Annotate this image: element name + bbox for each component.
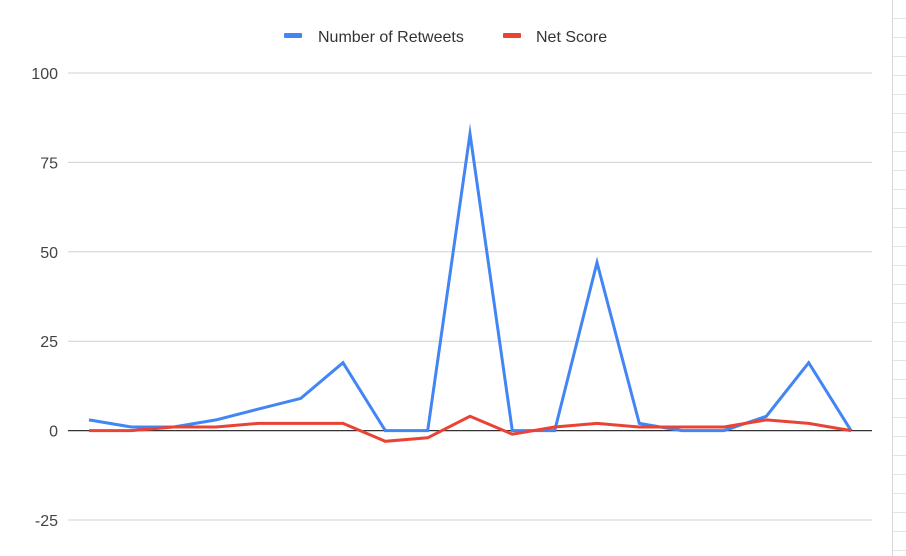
sheet-row-divider bbox=[893, 227, 906, 228]
sheet-row-divider bbox=[893, 75, 906, 76]
series-line-retweets bbox=[88, 123, 853, 433]
legend-swatch-net-score bbox=[503, 33, 521, 38]
y-tick-label: 75 bbox=[40, 155, 58, 172]
y-tick-label: 50 bbox=[40, 245, 58, 262]
sheet-row-divider bbox=[893, 398, 906, 399]
sheet-row-divider bbox=[893, 18, 906, 19]
sheet-row-divider bbox=[893, 322, 906, 323]
series-lines bbox=[88, 123, 853, 443]
series-line-net-score bbox=[89, 414, 852, 443]
legend-swatch-retweets bbox=[284, 33, 302, 38]
sheet-row-divider bbox=[893, 493, 906, 494]
sheet-row-divider bbox=[893, 189, 906, 190]
sheet-row-divider bbox=[893, 265, 906, 266]
sheet-row-divider bbox=[893, 151, 906, 152]
sheet-row-divider bbox=[893, 208, 906, 209]
sheet-row-divider bbox=[893, 113, 906, 114]
legend-label-net-score: Net Score bbox=[536, 29, 607, 46]
sheet-row-divider bbox=[893, 132, 906, 133]
sheet-edge bbox=[892, 0, 906, 556]
sheet-row-divider bbox=[893, 56, 906, 57]
sheet-row-divider bbox=[893, 170, 906, 171]
sheet-row-divider bbox=[893, 417, 906, 418]
sheet-row-divider bbox=[893, 303, 906, 304]
sheet-row-divider bbox=[893, 474, 906, 475]
sheet-row-divider bbox=[893, 94, 906, 95]
legend-label-retweets: Number of Retweets bbox=[318, 29, 464, 46]
y-tick-label: 100 bbox=[31, 66, 58, 83]
sheet-row-divider bbox=[893, 341, 906, 342]
y-tick-label: -25 bbox=[35, 513, 58, 530]
sheet-row-divider bbox=[893, 512, 906, 513]
sheet-row-divider bbox=[893, 284, 906, 285]
sheet-row-divider bbox=[893, 455, 906, 456]
sheet-row-divider bbox=[893, 379, 906, 380]
sheet-row-divider bbox=[893, 360, 906, 361]
sheet-row-divider bbox=[893, 531, 906, 532]
y-tick-label: 25 bbox=[40, 334, 58, 351]
sheet-row-divider bbox=[893, 246, 906, 247]
sheet-row-divider bbox=[893, 37, 906, 38]
sheet-row-divider bbox=[893, 550, 906, 551]
y-axis-labels: -25 0 25 50 75 100 bbox=[31, 66, 58, 530]
y-tick-label: 0 bbox=[49, 424, 58, 441]
legend: Number of Retweets Net Score bbox=[284, 29, 607, 46]
sheet-row-divider bbox=[893, 436, 906, 437]
gridlines bbox=[68, 72, 872, 521]
